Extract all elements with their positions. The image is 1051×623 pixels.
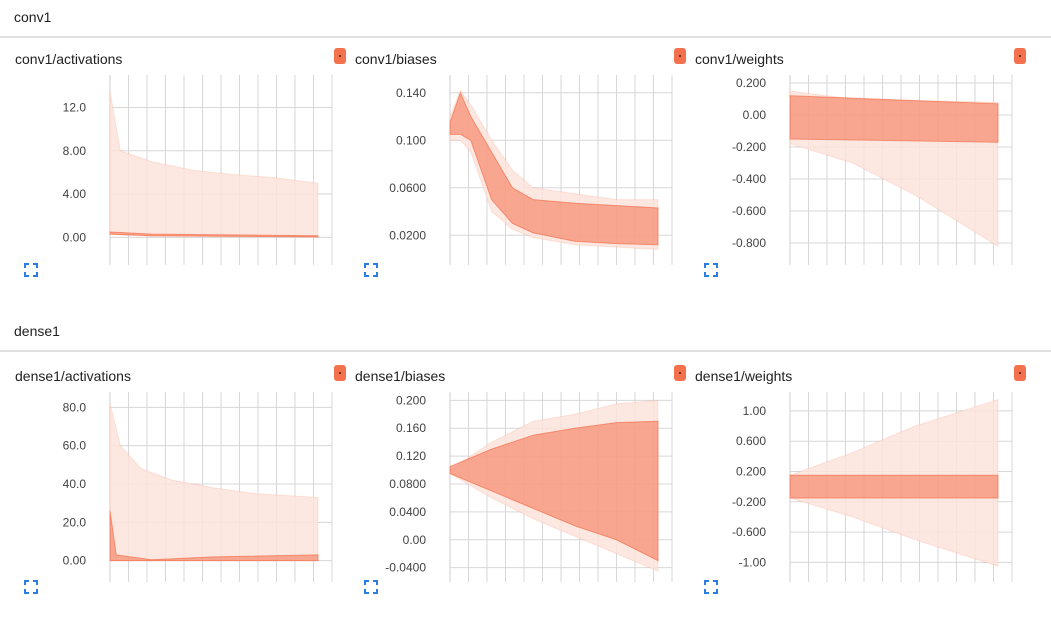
y-tick-label: 0.00 xyxy=(63,230,87,244)
histogram-band-inner xyxy=(789,474,999,499)
y-tick-label: 80.0 xyxy=(63,400,87,414)
y-tick-label: 0.200 xyxy=(736,465,766,479)
histogram-chart: 80.0 60.0 40.0 20.0 0.00 xyxy=(63,392,333,582)
y-tick-label: 0.100 xyxy=(396,133,426,147)
fullscreen-icon[interactable] xyxy=(704,580,718,594)
histogram-card: dense1/weights 1.00 0.600 0.200 -0.200 -0.600… xyxy=(680,365,1026,623)
y-tick-label: 0.160 xyxy=(396,421,426,435)
histogram-card: dense1/activations 80.0 60.0 40.0 20.0 0.00 xyxy=(0,365,346,623)
y-tick-label: -0.400 xyxy=(732,172,766,186)
y-tick-label: 1.00 xyxy=(743,404,767,418)
fullscreen-icon[interactable] xyxy=(364,263,378,277)
section-title: conv1 xyxy=(14,9,52,25)
section-title: dense1 xyxy=(14,323,60,339)
y-tick-label: -0.200 xyxy=(732,140,766,154)
y-tick-label: 0.0200 xyxy=(389,228,426,242)
y-tick-label: 0.0400 xyxy=(389,505,426,519)
y-tick-label: 0.00 xyxy=(63,554,87,568)
y-tick-label: 0.200 xyxy=(736,76,766,90)
histogram-band-inner xyxy=(109,510,319,562)
card-menu-button[interactable] xyxy=(334,365,346,381)
y-tick-label: 0.00 xyxy=(403,533,427,547)
y-tick-label: 4.00 xyxy=(63,187,87,201)
section-header-conv1[interactable]: conv1 xyxy=(0,0,1051,38)
histogram-chart: 12.0 8.00 4.00 0.00 xyxy=(63,75,333,265)
y-tick-label: 0.0600 xyxy=(389,181,426,195)
y-tick-label: 0.00 xyxy=(743,108,767,122)
y-tick-label: -0.800 xyxy=(732,236,766,250)
histogram-card: conv1/activations 12.0 8.00 4.00 0.00 xyxy=(0,48,346,306)
y-tick-label: 0.120 xyxy=(396,449,426,463)
y-tick-label: 8.00 xyxy=(63,144,87,158)
card-title: dense1/activations xyxy=(15,368,131,384)
card-title: conv1/biases xyxy=(355,51,437,67)
histogram-band-inner xyxy=(789,95,999,143)
card-title: dense1/weights xyxy=(695,368,793,384)
fullscreen-icon[interactable] xyxy=(24,580,38,594)
histogram-band-median xyxy=(109,231,319,238)
fullscreen-icon[interactable] xyxy=(704,263,718,277)
histogram-chart: 1.00 0.600 0.200 -0.200 -0.600 -1.00 xyxy=(732,392,1013,582)
y-tick-label: -0.600 xyxy=(732,525,766,539)
card-menu-button[interactable] xyxy=(1014,365,1026,381)
y-tick-label: 0.200 xyxy=(396,393,426,407)
y-tick-label: 40.0 xyxy=(63,477,87,491)
card-title: conv1/activations xyxy=(15,51,123,67)
card-menu-button[interactable] xyxy=(674,365,686,381)
y-tick-label: -0.200 xyxy=(732,495,766,509)
histogram-chart: 0.140 0.100 0.0600 0.0200 xyxy=(389,75,673,265)
y-tick-label: 0.140 xyxy=(396,86,426,100)
y-tick-label: -1.00 xyxy=(739,555,767,569)
y-tick-label: 0.600 xyxy=(736,434,766,448)
histogram-band-outer xyxy=(109,91,319,238)
card-title: dense1/biases xyxy=(355,368,446,384)
histogram-chart: 0.200 0.160 0.120 0.0800 0.0400 0.00 -0.0400 xyxy=(385,392,673,582)
histogram-card: conv1/biases 0.140 0.100 0.0600 0.0200 xyxy=(340,48,686,306)
fullscreen-icon[interactable] xyxy=(364,580,378,594)
card-menu-button[interactable] xyxy=(334,48,346,64)
histogram-card: conv1/weights 0.200 0.00 -0.200 -0.400 -0.600… xyxy=(680,48,1026,306)
card-title: conv1/weights xyxy=(695,51,784,67)
y-tick-label: 60.0 xyxy=(63,439,87,453)
y-tick-label: 20.0 xyxy=(63,515,87,529)
card-menu-button[interactable] xyxy=(1014,48,1026,64)
histogram-chart: 0.200 0.00 -0.200 -0.400 -0.600 -0.800 xyxy=(732,75,1013,265)
histogram-card: dense1/biases 0.200 0.160 0.120 0.0800 0.0400… xyxy=(340,365,686,623)
y-tick-label: 12.0 xyxy=(63,100,87,114)
card-menu-button[interactable] xyxy=(674,48,686,64)
y-tick-label: -0.600 xyxy=(732,204,766,218)
histogram-band-outer xyxy=(109,403,319,562)
y-tick-label: 0.0800 xyxy=(389,477,426,491)
histogram-band-inner xyxy=(449,91,659,246)
y-tick-label: -0.0400 xyxy=(385,561,426,575)
fullscreen-icon[interactable] xyxy=(24,263,38,277)
section-header-dense1[interactable]: dense1 xyxy=(0,314,1051,352)
histogram-band-inner xyxy=(449,420,659,562)
